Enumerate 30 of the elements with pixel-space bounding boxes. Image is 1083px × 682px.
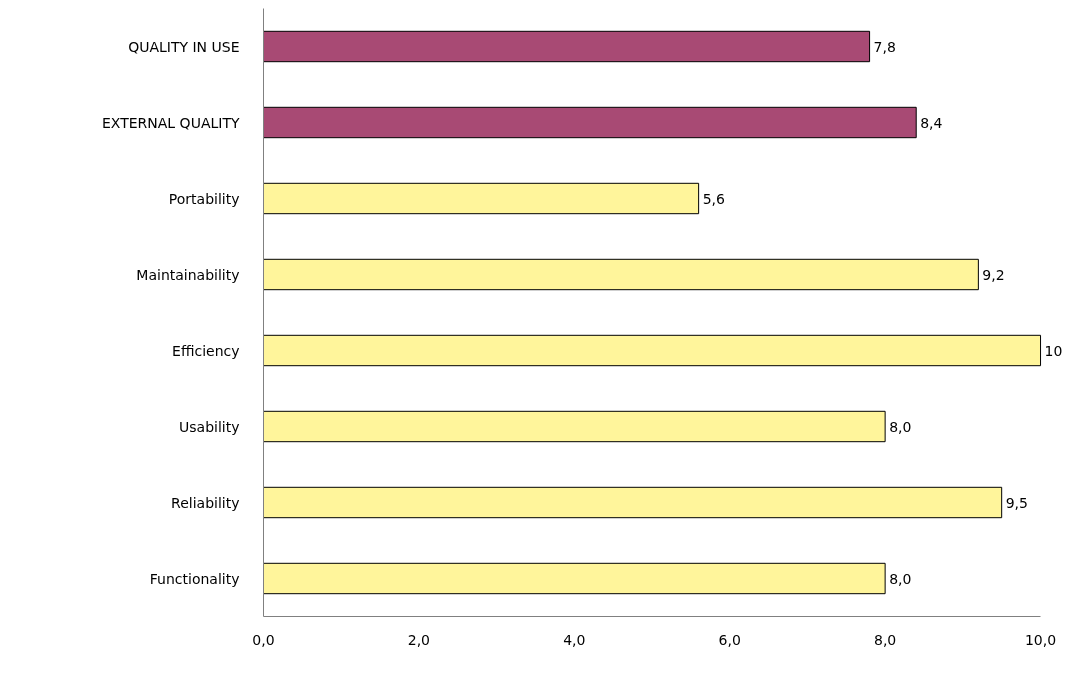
y-tick-label: Efficiency	[172, 342, 240, 359]
data-label: 5,6	[702, 190, 725, 207]
x-tick-label: 2,0	[407, 631, 431, 648]
y-tick-label: Functionality	[149, 570, 240, 587]
data-label: 7,8	[873, 38, 896, 55]
data-label: 8,4	[920, 114, 943, 131]
x-tick-label: 8,0	[873, 631, 897, 648]
data-label: 9,5	[1005, 494, 1028, 511]
bar	[263, 258, 979, 291]
y-tick-label: EXTERNAL QUALITY	[102, 114, 240, 131]
y-tick-label: QUALITY IN USE	[128, 38, 240, 55]
y-tick-label: Usability	[179, 418, 240, 435]
x-tick-label: 0,0	[252, 631, 275, 648]
data-label: 8,0	[889, 418, 912, 435]
bar	[263, 30, 871, 63]
data-label: 10	[1044, 342, 1063, 359]
y-tick-label: Portability	[168, 190, 240, 207]
bar	[263, 562, 886, 595]
y-tick-label: Reliability	[171, 494, 240, 511]
x-tick-label: 4,0	[563, 631, 586, 648]
x-tick-label: 6,0	[718, 631, 741, 648]
y-tick-label: Maintainability	[136, 266, 240, 283]
data-label: 8,0	[889, 570, 912, 587]
bar	[263, 486, 1003, 519]
bar	[263, 106, 917, 139]
bar	[263, 182, 700, 215]
bar	[263, 410, 886, 443]
bar	[263, 334, 1042, 367]
data-label: 9,2	[982, 266, 1005, 283]
x-tick-label: 10,0	[1024, 631, 1057, 648]
